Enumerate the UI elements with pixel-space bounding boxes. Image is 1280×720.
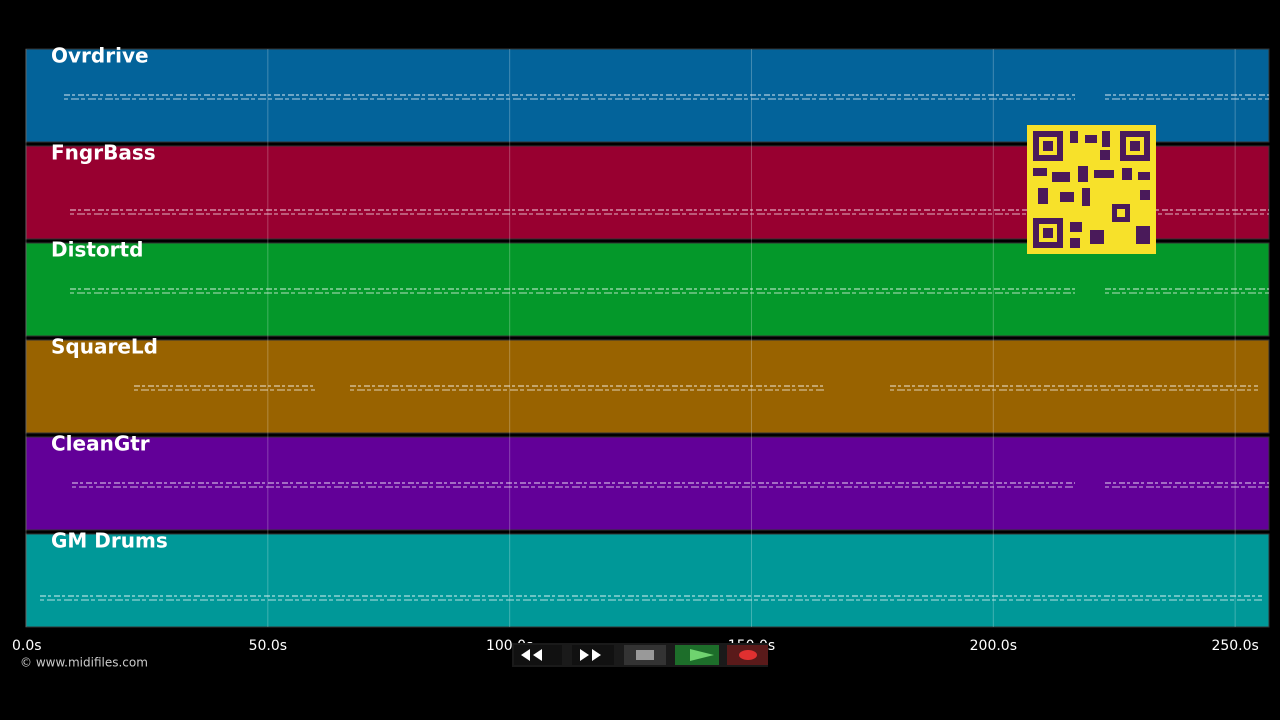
track-name: CleanGtr: [51, 432, 150, 456]
copyright: © www.midifiles.com: [20, 656, 148, 670]
track-name: Distortd: [51, 238, 143, 262]
track-lane: [25, 533, 1270, 628]
stop-button[interactable]: [624, 645, 666, 665]
grid: [25, 49, 1236, 627]
fast-forward-button[interactable]: [572, 645, 614, 665]
tick-label: 200.0s: [970, 638, 1017, 654]
qr-code: [1027, 125, 1156, 254]
track-name: SquareLd: [51, 335, 158, 359]
play-button[interactable]: [675, 645, 719, 665]
tick-label: 0.0s: [12, 638, 42, 654]
track-name: FngrBass: [51, 141, 156, 165]
rewind-button[interactable]: [514, 645, 562, 665]
track-name: GM Drums: [51, 529, 168, 553]
track-name: Ovrdrive: [51, 44, 149, 68]
tick-label: 250.0s: [1211, 638, 1258, 654]
transport-controls: [512, 643, 768, 667]
record-button[interactable]: [727, 645, 768, 665]
tick-label: 50.0s: [249, 638, 287, 654]
